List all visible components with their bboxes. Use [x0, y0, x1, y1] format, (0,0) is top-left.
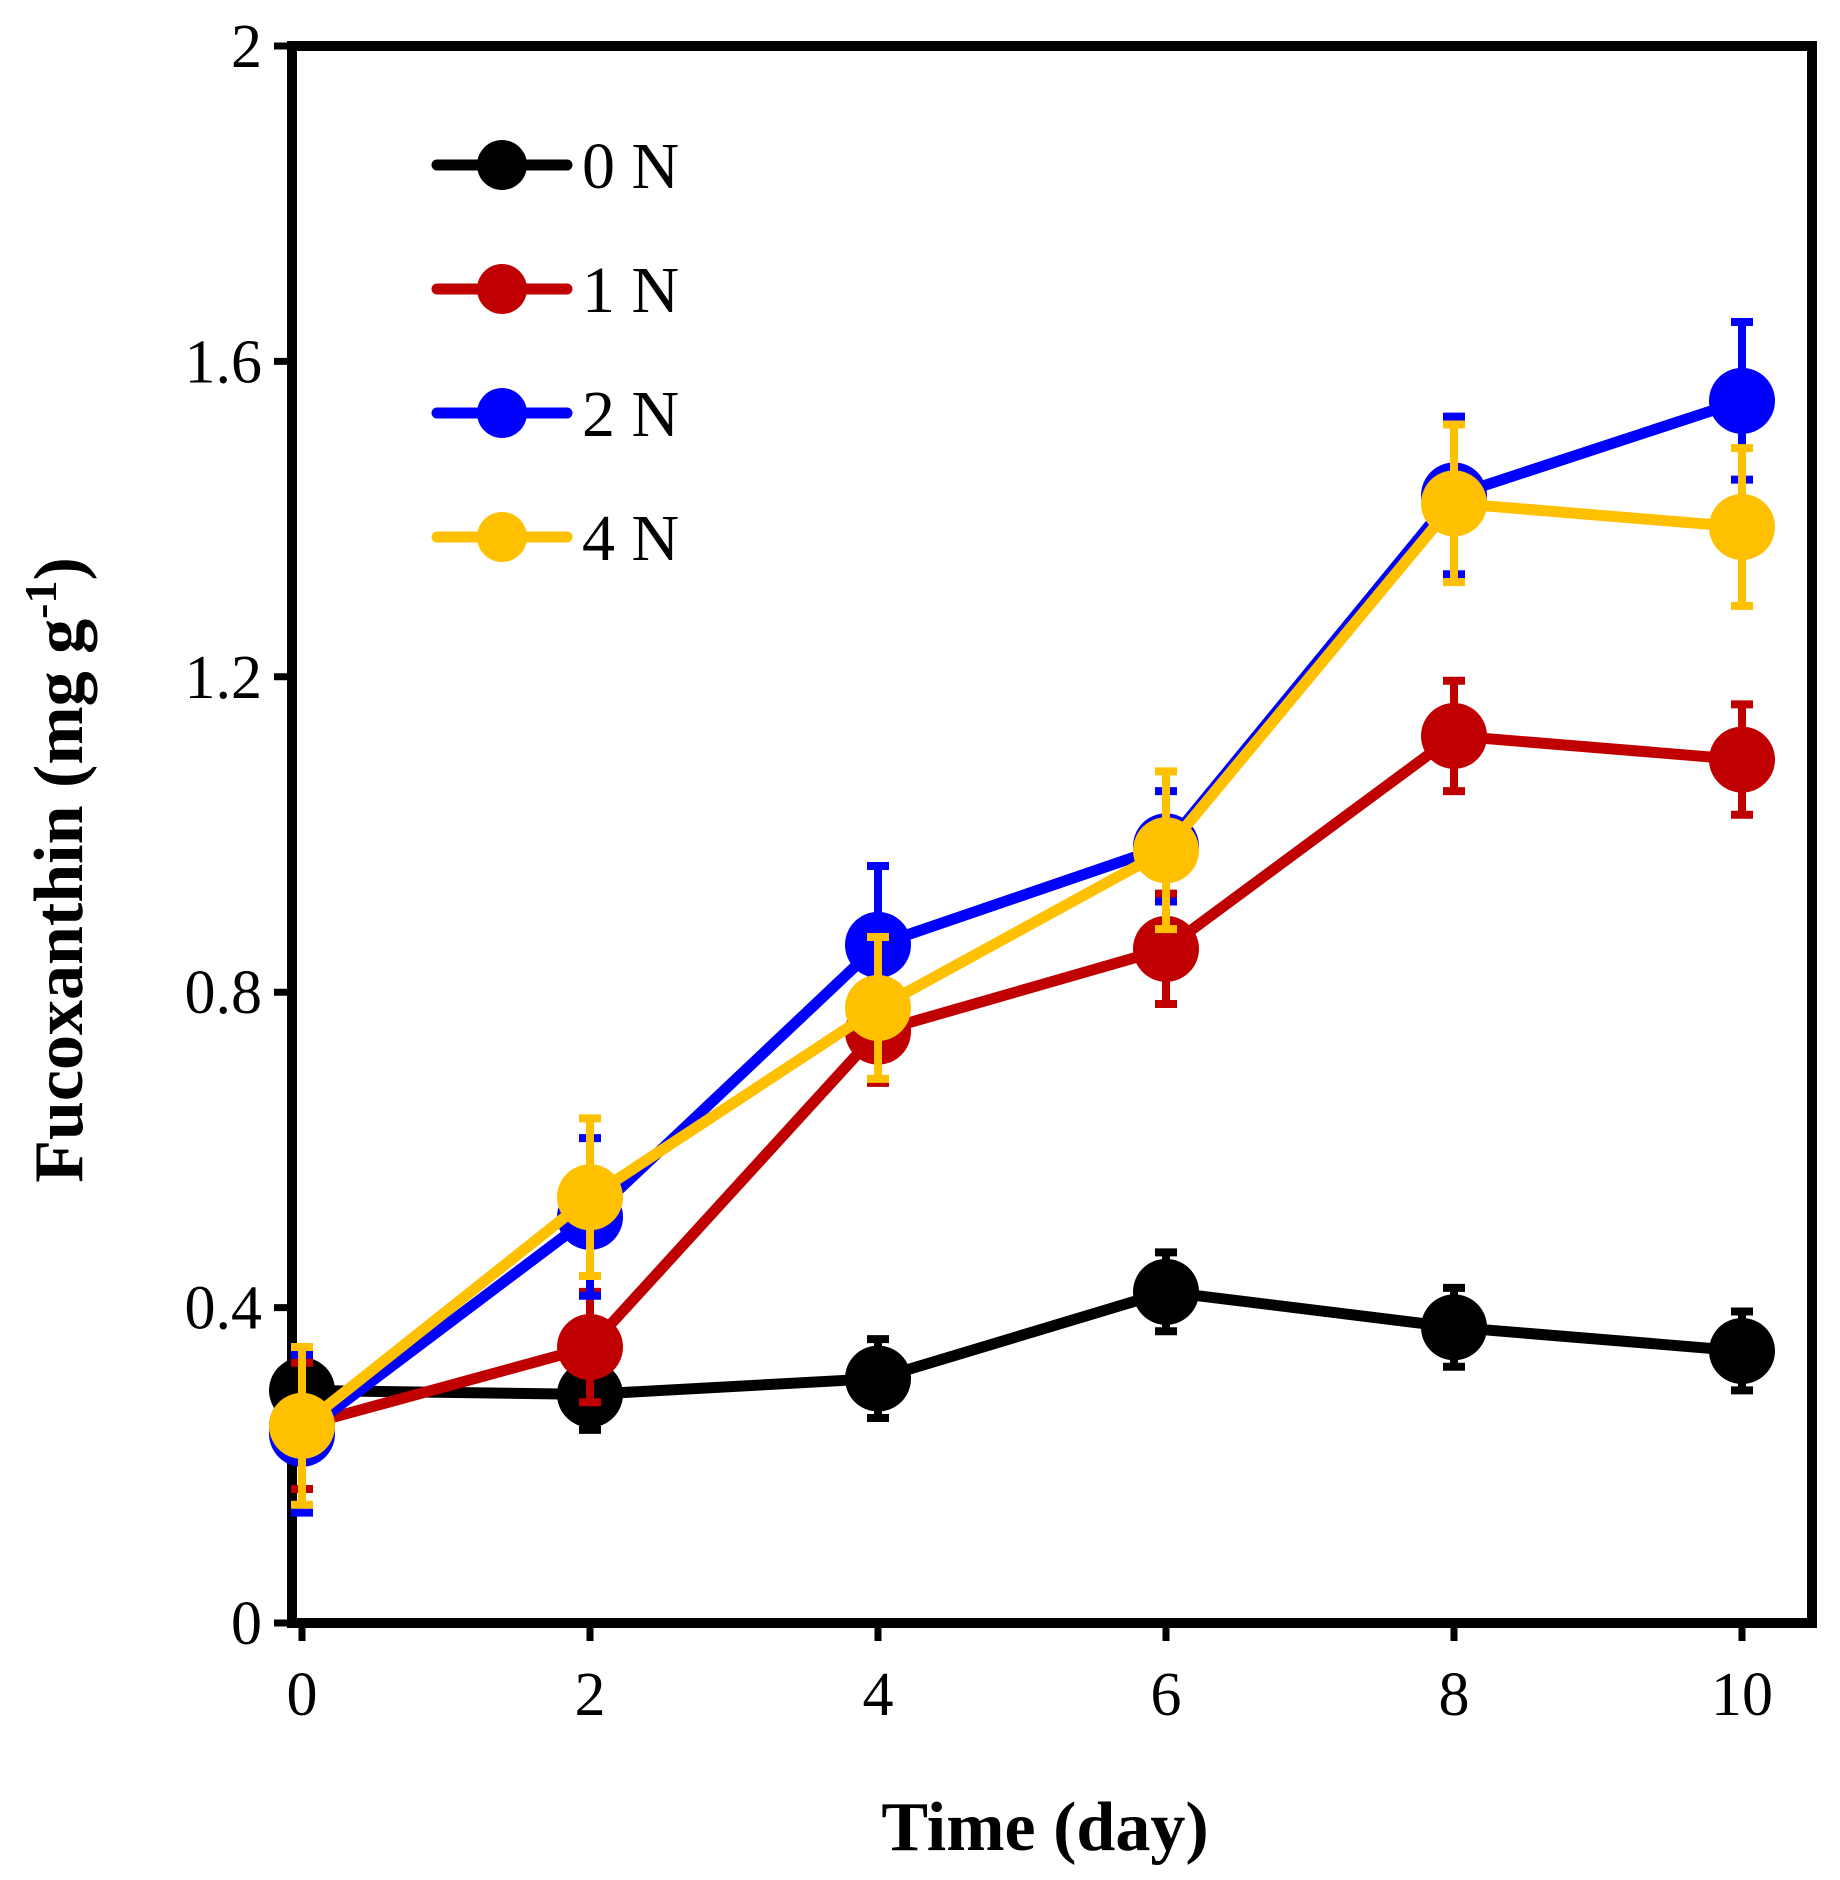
y-tick-label: 1.2: [185, 644, 263, 712]
legend: 0 N 1 N 2 N 4 N: [431, 130, 679, 575]
y-axis-title-main: Fucoxanthin (mg g: [21, 619, 98, 1183]
data-point-1n: [1709, 726, 1775, 793]
x-tick-label: 6: [1151, 1661, 1182, 1729]
x-tick-label: 2: [575, 1661, 606, 1729]
x-tick-label: 8: [1439, 1661, 1470, 1729]
data-point-4n: [845, 974, 911, 1041]
series-line-4n: [296, 497, 1748, 1432]
y-axis-title-close: ): [21, 557, 98, 580]
x-tick-label: 0: [287, 1661, 318, 1729]
legend-label-2n: 2 N: [582, 378, 679, 451]
data-point-4n: [269, 1392, 335, 1459]
series-4n: [269, 420, 1775, 1509]
x-tick-label: 10: [1711, 1661, 1773, 1729]
axis-ticks-group: 0 2 4 6 8 10 0 0.4 0.8 1.2 1.6 2: [185, 13, 1774, 1729]
legend-marker-2n: [477, 388, 527, 438]
y-tick-label: 2: [231, 13, 262, 81]
data-point-4n: [557, 1164, 623, 1231]
series-line-0n: [296, 1286, 1748, 1400]
legend-item-0n: 0 N: [431, 130, 679, 203]
data-point-2n: [1709, 367, 1775, 434]
legend-label-4n: 4 N: [582, 502, 679, 575]
legend-marker-0n: [477, 140, 527, 190]
plot-frame: [287, 41, 1817, 1628]
plot-frame-group: [287, 41, 1817, 1628]
data-point-0n: [1133, 1258, 1199, 1325]
data-point-4n: [1133, 817, 1199, 884]
series-line-1n: [296, 730, 1748, 1432]
y-tick-label: 0: [231, 1590, 262, 1658]
y-axis-title: Fucoxanthin (mg g-1): [15, 557, 98, 1183]
series-line-2n: [296, 395, 1748, 1440]
data-point-1n: [557, 1314, 623, 1381]
x-axis-title: Time (day): [881, 1789, 1208, 1866]
data-point-0n: [1421, 1294, 1487, 1361]
y-tick-label: 0.8: [185, 959, 263, 1027]
data-point-1n: [1421, 702, 1487, 769]
legend-item-1n: 1 N: [431, 254, 679, 327]
axis-titles-group: Time (day) Fucoxanthin (mg g-1): [15, 557, 1209, 1866]
legend-marker-4n: [477, 512, 527, 562]
y-tick-label: 0.4: [185, 1275, 263, 1343]
legend-item-4n: 4 N: [431, 502, 679, 575]
data-point-4n: [1421, 470, 1487, 537]
legend-item-2n: 2 N: [431, 378, 679, 451]
legend-marker-1n: [477, 264, 527, 314]
data-point-0n: [1709, 1317, 1775, 1384]
x-tick-label: 4: [863, 1661, 894, 1729]
data-point-1n: [1133, 915, 1199, 982]
y-tick-label: 1.6: [185, 328, 263, 396]
series-group: [269, 317, 1775, 1517]
legend-label-1n: 1 N: [582, 254, 679, 327]
data-point-0n: [845, 1345, 911, 1412]
y-axis-title-superscript: -1: [15, 581, 66, 619]
legend-label-0n: 0 N: [582, 130, 679, 203]
data-point-4n: [1709, 493, 1775, 560]
